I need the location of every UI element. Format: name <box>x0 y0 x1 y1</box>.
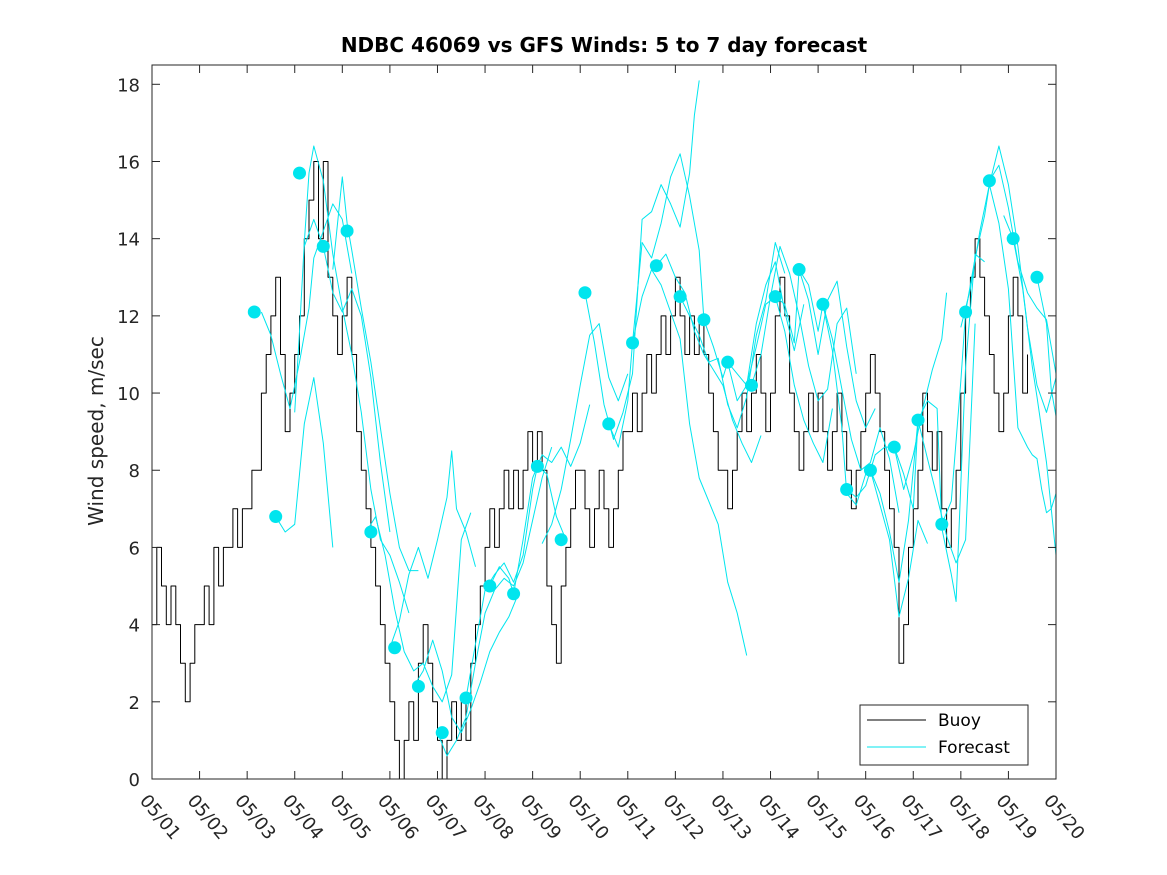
y-tick-label: 16 <box>117 152 140 173</box>
y-tick-label: 4 <box>129 616 140 637</box>
forecast-marker <box>626 336 640 350</box>
forecast-marker <box>840 483 854 497</box>
forecast-marker <box>292 166 306 180</box>
forecast-marker <box>554 533 568 547</box>
forecast-marker <box>340 224 354 238</box>
y-tick-label: 12 <box>117 307 140 328</box>
y-tick-label: 2 <box>129 693 140 714</box>
forecast-marker <box>649 259 663 273</box>
forecast-line <box>260 203 353 409</box>
y-tick-label: 14 <box>117 230 140 251</box>
forecast-marker <box>364 525 378 539</box>
forecast-line <box>294 145 410 614</box>
forecast-marker <box>411 679 425 693</box>
forecast-line <box>365 512 472 703</box>
forecast-marker <box>507 587 521 601</box>
forecast-marker <box>959 305 973 319</box>
forecast-marker <box>697 313 711 327</box>
forecast-marker <box>768 290 782 304</box>
forecast-line <box>751 245 857 402</box>
buoy-line <box>152 161 1028 780</box>
forecast-marker-layer <box>247 166 1044 740</box>
y-tick-label: 8 <box>129 461 140 482</box>
forecast-marker <box>435 726 449 740</box>
forecast-marker <box>935 517 949 531</box>
forecast-line <box>703 261 805 402</box>
forecast-line <box>303 218 391 533</box>
forecast-marker <box>530 459 544 473</box>
forecast-line <box>798 269 900 513</box>
forecast-line <box>413 593 519 734</box>
forecast-line <box>608 153 705 448</box>
forecast-series-layer <box>260 80 1057 757</box>
forecast-line <box>774 269 876 429</box>
forecast-marker <box>388 641 402 655</box>
forecast-line <box>389 450 476 648</box>
legend: Buoy Forecast <box>859 704 1029 766</box>
forecast-line <box>584 80 700 440</box>
forecast-marker <box>887 440 901 454</box>
y-tick-label: 6 <box>129 538 140 559</box>
forecast-marker <box>578 286 592 300</box>
forecast-marker <box>602 417 616 431</box>
forecast-marker <box>247 305 261 319</box>
forecast-marker <box>792 263 806 277</box>
y-tick-label: 0 <box>129 770 140 791</box>
forecast-line <box>846 292 948 498</box>
forecast-marker <box>816 297 830 311</box>
forecast-line <box>275 377 334 548</box>
forecast-marker <box>1006 232 1020 246</box>
forecast-line <box>1036 277 1057 417</box>
forecast-line <box>893 253 985 602</box>
legend-forecast-label: Forecast <box>938 738 1010 758</box>
forecast-line <box>332 176 419 572</box>
forecast-marker <box>673 290 687 304</box>
forecast-marker <box>483 579 497 593</box>
forecast-marker <box>863 463 877 477</box>
y-axis: 0 2 4 6 8 10 12 14 16 18 <box>117 75 1056 791</box>
forecast-marker <box>982 174 996 188</box>
forecast-marker <box>459 691 473 705</box>
buoy-series-layer <box>152 161 1028 780</box>
chart-title: NDBC 46069 vs GFS Winds: 5 to 7 day fore… <box>341 33 868 57</box>
forecast-marker <box>1030 270 1044 284</box>
forecast-line <box>941 145 1057 525</box>
plot-area <box>151 64 1057 780</box>
forecast-marker <box>721 355 735 369</box>
forecast-line <box>541 323 629 544</box>
forecast-marker <box>316 239 330 253</box>
forecast-marker <box>911 413 925 427</box>
legend-buoy-label: Buoy <box>938 711 981 731</box>
axes-box <box>151 64 1057 780</box>
forecast-line <box>727 296 833 463</box>
y-tick-label: 10 <box>117 384 140 405</box>
legend-box <box>859 704 1029 766</box>
forecast-line <box>960 184 1057 514</box>
forecast-marker <box>744 378 758 392</box>
y-tick-label: 18 <box>117 75 140 96</box>
forecast-marker <box>269 510 283 524</box>
forecast-line <box>679 242 786 429</box>
y-axis-label: Wind speed, m/sec <box>84 336 108 526</box>
